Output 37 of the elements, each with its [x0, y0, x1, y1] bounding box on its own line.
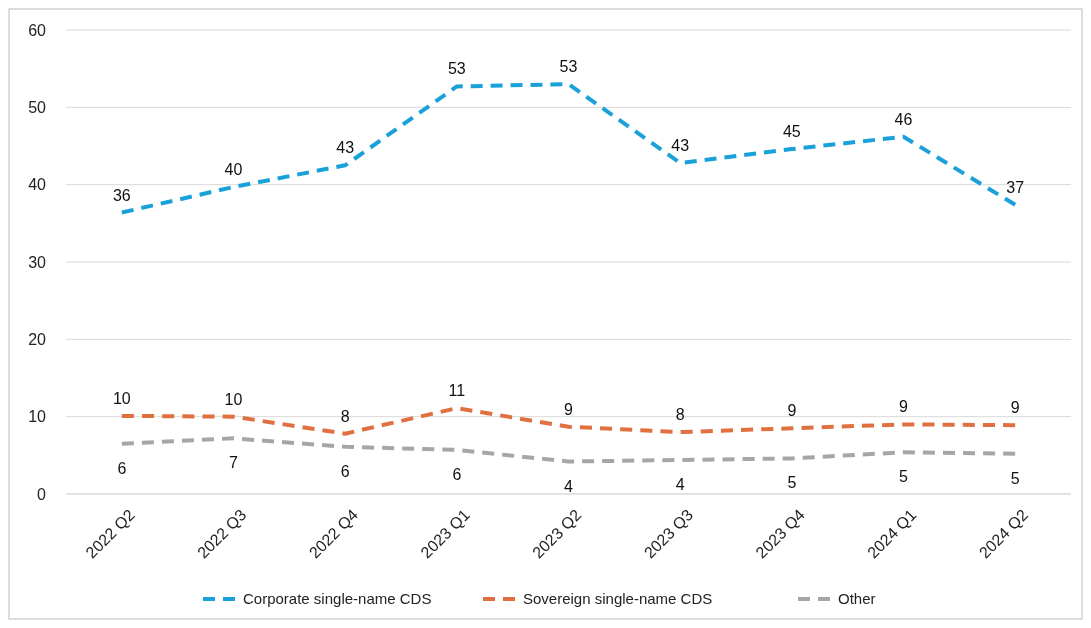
data-label: 4: [564, 477, 574, 495]
data-label: 9: [564, 400, 574, 418]
y-tick-label: 0: [37, 485, 47, 503]
data-label: 4: [675, 475, 685, 493]
data-label: 53: [447, 60, 466, 78]
data-label: 40: [224, 160, 243, 178]
y-tick-label: 50: [28, 98, 47, 116]
data-label: 5: [1010, 469, 1020, 487]
data-label: 5: [899, 468, 909, 486]
data-label: 37: [1006, 178, 1025, 196]
data-label: 43: [671, 137, 690, 155]
data-label: 9: [899, 398, 909, 416]
y-tick-label: 10: [28, 408, 47, 426]
data-label: 5: [787, 474, 797, 492]
data-label: 9: [1010, 399, 1020, 417]
legend-label: Other: [838, 590, 876, 607]
y-tick-label: 20: [28, 330, 47, 348]
data-label: 10: [112, 389, 131, 407]
data-label: 6: [340, 462, 350, 480]
data-label: 8: [340, 407, 350, 425]
data-label: 6: [117, 459, 127, 477]
data-label: 43: [336, 139, 355, 157]
legend-label: Sovereign single-name CDS: [523, 590, 713, 607]
y-tick-label: 40: [28, 176, 47, 194]
data-label: 45: [782, 123, 801, 141]
data-label: 11: [448, 382, 466, 400]
y-tick-label: 60: [28, 21, 47, 39]
data-label: 8: [675, 406, 685, 424]
data-label: 6: [452, 465, 462, 483]
data-label: 46: [894, 110, 913, 128]
data-label: 7: [229, 454, 239, 472]
legend-label: Corporate single-name CDS: [243, 590, 432, 607]
data-label: 10: [224, 390, 243, 408]
y-tick-label: 30: [28, 253, 47, 271]
data-label: 53: [559, 58, 578, 76]
data-label: 9: [787, 402, 797, 420]
data-label: 36: [112, 186, 131, 204]
